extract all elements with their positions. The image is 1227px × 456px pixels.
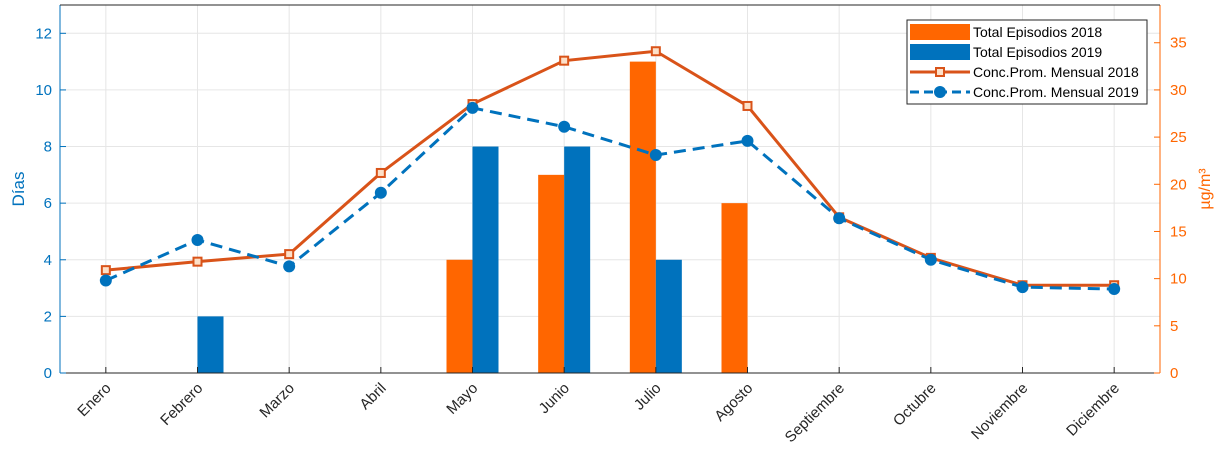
lines [99,46,1121,296]
y-left-tick-label: 4 [44,252,52,269]
x-tick-label: Febrero [157,380,206,429]
x-tick-label: Agosto [711,380,756,425]
bar [721,203,748,373]
legend-marker [935,67,945,77]
data-point [100,265,111,276]
legend-swatch [910,24,970,40]
data-point [99,274,112,287]
bar [446,259,473,373]
data-point [284,249,295,260]
bar [655,259,682,373]
x-tick-label: Octubre [890,380,940,430]
data-point [1016,281,1029,294]
y-right-axis-label: µg/m³ [1197,168,1214,210]
bars [197,61,748,373]
x-tick-label: Enero [74,380,114,420]
y-right-tick-label: 5 [1170,318,1178,335]
x-tick-label: Abril [356,380,389,413]
series-line [105,106,1115,291]
data-point [742,100,753,111]
series-line [105,49,1115,287]
bar [629,61,656,373]
y-left-tick-label: 6 [44,195,52,212]
y-right-tick-label: 30 [1170,82,1187,99]
x-tick-label: Marzo [256,380,297,421]
y-left-tick-label: 10 [35,82,52,99]
data-point [374,186,387,199]
data-point [1108,283,1121,296]
data-point [191,233,204,246]
data-point [649,149,662,162]
data-point [833,212,846,225]
legend-label: Conc.Prom. Mensual 2018 [973,64,1139,80]
x-tick-label: Mayo [443,380,481,418]
data-point [558,120,571,133]
y-left-tick-label: 2 [44,308,52,325]
x-tick-label: Septiembre [782,380,848,446]
data-point [650,46,661,57]
y-right-tick-label: 20 [1170,176,1187,193]
legend-swatch [910,44,970,60]
y-right-tick-label: 25 [1170,129,1187,146]
data-point [283,260,296,273]
legend-label: Total Episodios 2019 [973,44,1102,60]
bar [472,146,499,373]
y-right-tick-label: 10 [1170,271,1187,288]
data-point [924,253,937,266]
y-left-axis-label: Días [9,172,28,207]
x-tick-label: Julio [631,380,665,414]
legend-marker [934,86,946,98]
data-point [375,167,386,178]
legend-label: Total Episodios 2018 [973,24,1102,40]
data-point [741,134,754,147]
y-right-tick-label: 35 [1170,35,1187,52]
y-left-tick-label: 8 [44,139,52,156]
bar [197,316,224,373]
y-right-tick-label: 15 [1170,223,1187,240]
y-left-tick-label: 0 [44,365,52,382]
x-tick-label: Junio [536,380,573,417]
data-point [466,101,479,114]
bar [564,146,591,373]
legend: Total Episodios 2018 Total Episodios 2019… [906,19,1148,105]
data-point [559,55,570,66]
y-right-tick-label: 0 [1170,365,1178,382]
bar [538,174,565,373]
x-tick-label: Diciembre [1063,380,1123,440]
y-left-tick-label: 12 [35,25,52,42]
x-tick-label: Noviembre [968,380,1031,443]
legend-label: Conc.Prom. Mensual 2019 [973,84,1139,100]
data-point [192,256,203,267]
